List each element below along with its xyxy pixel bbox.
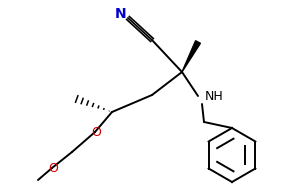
- Polygon shape: [182, 41, 200, 72]
- Text: NH: NH: [205, 90, 224, 103]
- Text: N: N: [115, 7, 127, 21]
- Text: O: O: [91, 126, 101, 138]
- Text: O: O: [48, 161, 58, 175]
